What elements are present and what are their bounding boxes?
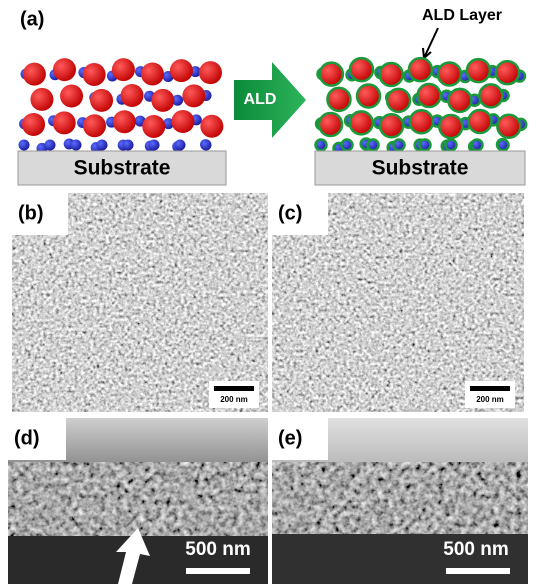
small-particle (149, 140, 160, 151)
page: {"panel_a": {"label": "(a)", "ald_layer"… (0, 0, 542, 584)
large-particle (448, 89, 471, 112)
large-particle (112, 58, 135, 81)
large-particle (53, 58, 76, 81)
scale-bar (470, 386, 510, 391)
scale-bar (214, 386, 254, 391)
large-particle (60, 85, 83, 108)
small-particle (498, 140, 509, 151)
large-particle (409, 58, 432, 81)
large-particle (182, 84, 205, 107)
large-particle (438, 62, 461, 85)
small-particle (97, 140, 108, 151)
large-particle (380, 63, 403, 86)
small-particle (394, 140, 405, 151)
panel-label: (a) (20, 8, 44, 30)
particle-layer (19, 58, 224, 154)
large-particle (439, 115, 462, 138)
scale-label: 500 nm (185, 539, 250, 560)
large-particle (350, 111, 373, 134)
large-particle (151, 89, 174, 112)
small-particle (201, 140, 212, 151)
small-particle (316, 140, 327, 151)
large-particle (83, 114, 106, 137)
panel-label: (b) (18, 202, 44, 224)
small-particle (71, 140, 82, 151)
particle-layer-coated (316, 58, 527, 154)
scale-label: 500 nm (443, 539, 508, 560)
large-particle (468, 110, 491, 133)
large-particle (171, 110, 194, 133)
large-particle (350, 58, 373, 81)
scale-bar (186, 568, 250, 574)
body: (a) ALD Layer Substrate Substrate ALD (b… (0, 0, 542, 584)
large-particle (170, 59, 193, 82)
large-particle (142, 115, 165, 138)
small-particle (472, 140, 483, 151)
small-particle (45, 140, 56, 151)
film-cross-section (272, 462, 528, 536)
large-particle (380, 114, 403, 137)
large-particle (121, 84, 144, 107)
figure: (a) ALD Layer Substrate Substrate ALD (b… (0, 0, 542, 584)
panel-label: (c) (278, 202, 302, 224)
small-particle (368, 140, 379, 151)
large-particle (83, 63, 106, 86)
scale-label: 200 nm (220, 395, 248, 404)
large-particle (479, 84, 502, 107)
substrate-label: Substrate (372, 157, 469, 180)
large-particle (467, 59, 490, 82)
substrate-label: Substrate (74, 157, 171, 180)
large-particle (22, 113, 45, 136)
large-particle (113, 110, 136, 133)
large-particle (200, 115, 223, 138)
small-particle (446, 140, 457, 151)
large-particle (496, 61, 519, 84)
large-particle (410, 110, 433, 133)
large-particle (53, 111, 76, 134)
arrow-label: ALD (244, 91, 277, 108)
large-particle (327, 88, 350, 111)
scale-label: 200 nm (476, 395, 504, 404)
ald-layer-label: ALD Layer (422, 7, 502, 24)
pointer-arrow (423, 28, 438, 58)
large-particle (387, 89, 410, 112)
small-particle (123, 140, 134, 151)
scale-bar (446, 568, 510, 574)
large-particle (23, 63, 46, 86)
large-particle (320, 63, 343, 86)
large-particle (418, 84, 441, 107)
large-particle (319, 113, 342, 136)
large-particle (497, 115, 520, 138)
large-particle (199, 61, 222, 84)
small-particle (420, 140, 431, 151)
small-particle (175, 140, 186, 151)
small-particle (19, 140, 30, 151)
large-particle (30, 88, 53, 111)
large-particle (357, 85, 380, 108)
film-cross-section (8, 462, 268, 538)
large-particle (141, 62, 164, 85)
small-particle (342, 140, 353, 151)
panel-label: (e) (278, 427, 302, 449)
large-particle (90, 89, 113, 112)
panel-label: (d) (14, 427, 40, 449)
